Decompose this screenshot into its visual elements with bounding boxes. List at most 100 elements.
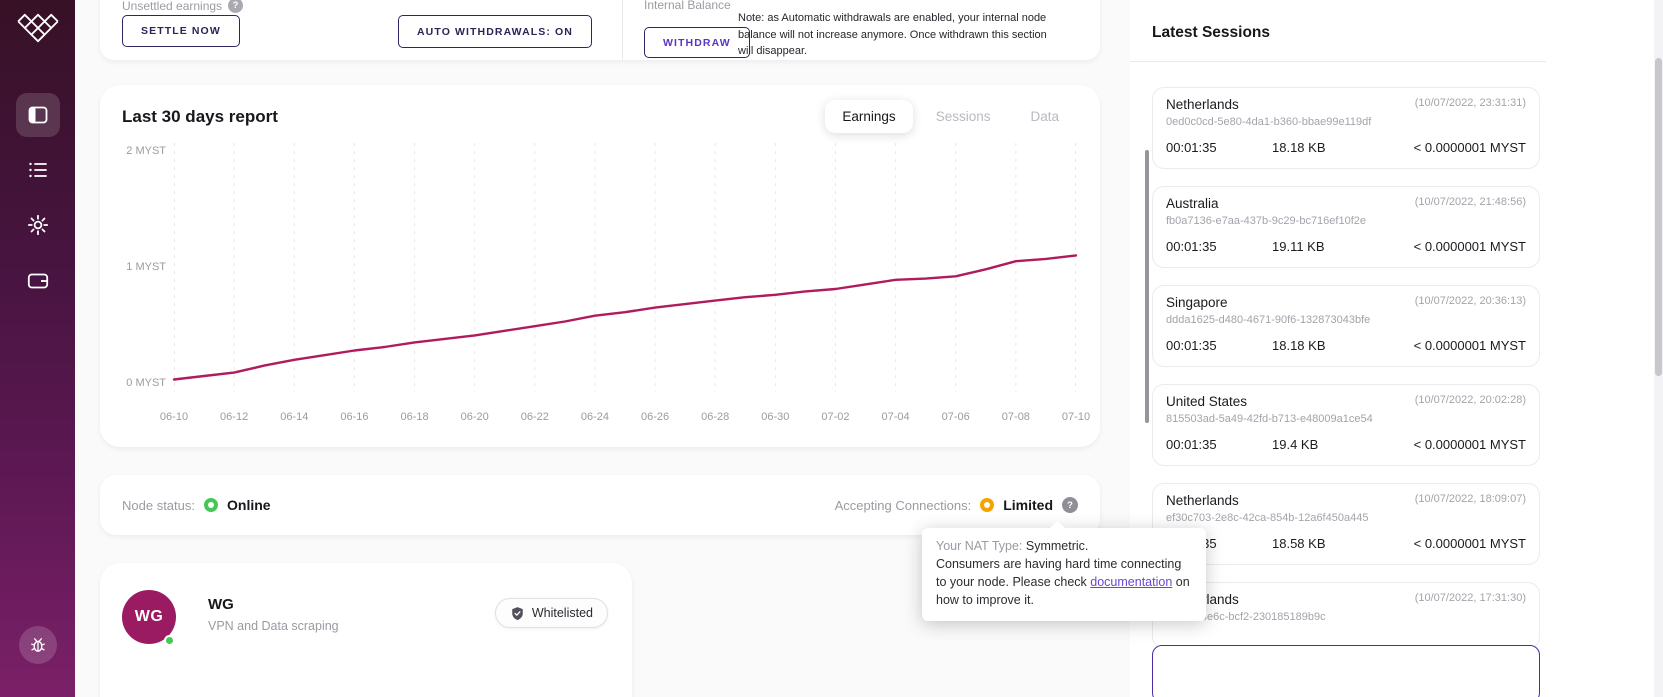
- x-tick-label: 06-12: [220, 411, 249, 423]
- sidebar-item-settings[interactable]: [26, 213, 50, 237]
- mysterium-logo[interactable]: [16, 12, 60, 44]
- sidebar: [0, 0, 75, 697]
- x-tick-label: 06-16: [340, 411, 369, 423]
- sessions-footer-button[interactable]: [1152, 645, 1540, 697]
- session-size: 19.4 KB: [1272, 437, 1319, 452]
- session-date: (10/07/2022, 20:02:28): [1414, 394, 1526, 406]
- session-country: Netherlands: [1166, 97, 1239, 112]
- session-country: Australia: [1166, 196, 1219, 211]
- session-size: 18.18 KB: [1272, 140, 1326, 155]
- session-id: fb0a7136-e7aa-437b-9c29-bc716ef10f2e: [1166, 215, 1366, 227]
- session-size: 19.11 KB: [1272, 239, 1325, 254]
- window-scrollbar-thumb[interactable]: [1655, 58, 1662, 376]
- session-country: Netherlands: [1166, 493, 1239, 508]
- chart-plot: [172, 143, 1078, 403]
- session-card[interactable]: Australia fb0a7136-e7aa-437b-9c29-bc716e…: [1152, 186, 1540, 268]
- sessions-list: Netherlands 0ed0c0cd-5e80-4da1-b360-bbae…: [1152, 87, 1540, 666]
- x-tick-label: 06-30: [761, 411, 790, 423]
- unsettled-earnings-text: Unsettled earnings: [122, 0, 223, 13]
- service-avatar-wrap: WG: [122, 590, 176, 646]
- session-card[interactable]: United States 815503ad-5a49-42fd-b713-e4…: [1152, 384, 1540, 466]
- x-tick-label: 06-26: [640, 411, 670, 423]
- auto-withdrawals-button[interactable]: AUTO WITHDRAWALS: ON: [398, 15, 592, 48]
- sidebar-item-sessions[interactable]: [26, 158, 50, 182]
- node-status-value: Online: [227, 497, 271, 513]
- whitelisted-badge: Whitelisted: [494, 598, 608, 628]
- tab-data[interactable]: Data: [1030, 109, 1059, 124]
- service-name: WG: [208, 596, 234, 613]
- session-card[interactable]: Singapore ddda1625-d480-4671-90f6-132873…: [1152, 285, 1540, 367]
- x-tick-label: 07-08: [1001, 411, 1030, 423]
- sidebar-item-bug-report[interactable]: [18, 626, 57, 664]
- nat-tooltip: Your NAT Type: Symmetric. Consumers are …: [922, 520, 1206, 621]
- report-card: Last 30 days report Earnings Sessions Da…: [100, 85, 1100, 447]
- shield-icon: [512, 606, 523, 620]
- main-scrollbar-thumb[interactable]: [1145, 150, 1149, 423]
- service-card: WG WG VPN and Data scraping Whitelisted: [100, 563, 632, 697]
- session-date: (10/07/2022, 21:48:56): [1414, 196, 1526, 208]
- x-tick-label: 07-04: [881, 411, 910, 423]
- session-size: 18.18 KB: [1272, 338, 1326, 353]
- session-date: (10/07/2022, 18:09:07): [1414, 493, 1526, 505]
- report-card-title: Last 30 days report: [122, 106, 278, 126]
- x-tick-label: 07-02: [821, 411, 850, 423]
- session-card[interactable]: Netherlands 0ed0c0cd-5e80-4da1-b360-bbae…: [1152, 87, 1540, 169]
- session-duration: 00:01:35: [1166, 338, 1217, 353]
- latest-sessions-panel: Latest Sessions Netherlands 0ed0c0cd-5e8…: [1130, 0, 1663, 697]
- x-tick-label: 07-10: [1061, 411, 1091, 423]
- accepting-connections-value: Limited: [1003, 497, 1053, 513]
- nat-help-icon[interactable]: ?: [1062, 497, 1078, 513]
- tab-earnings[interactable]: Earnings: [825, 100, 913, 133]
- node-status-card: Node status: Online Accepting Connection…: [100, 475, 1100, 535]
- bug-report-icon: [30, 638, 45, 652]
- session-price: < 0.0000001 MYST: [1413, 338, 1526, 353]
- dashboard-panel-icon: [28, 106, 47, 124]
- tab-sessions[interactable]: Sessions: [935, 109, 991, 124]
- settle-now-button[interactable]: SETTLE NOW: [122, 15, 240, 47]
- session-duration: 00:01:35: [1166, 239, 1217, 254]
- y-tick-label: 1 MYST: [126, 261, 166, 273]
- unsettled-help-icon[interactable]: ?: [228, 0, 244, 13]
- report-card-header: Last 30 days report Earnings Sessions Da…: [100, 85, 1100, 135]
- session-date: (10/07/2022, 23:31:31): [1414, 97, 1526, 109]
- online-status-dot: [204, 498, 218, 512]
- x-tick-label: 06-20: [460, 411, 489, 423]
- earnings-chart: 2 MYST 1 MYST 0 MYST: [122, 143, 1078, 403]
- earnings-bar-divider: [622, 0, 623, 60]
- earnings-line-chart: [172, 143, 1078, 392]
- chart-x-axis: 06-10 06-12 06-14 06-16 06-18 06-20 06-22 06-24…: [160, 405, 1090, 429]
- session-price: < 0.0000001 MYST: [1413, 437, 1526, 452]
- session-price: < 0.0000001 MYST: [1413, 140, 1526, 155]
- service-text: WG VPN and Data scraping: [208, 590, 339, 697]
- panel-divider: [1130, 61, 1546, 62]
- limited-status-dot: [980, 498, 995, 512]
- session-price: < 0.0000001 MYST: [1413, 536, 1526, 551]
- accepting-connections-label: Accepting Connections:: [834, 497, 972, 513]
- session-country: United States: [1166, 394, 1248, 409]
- latest-sessions-title: Latest Sessions: [1152, 24, 1271, 41]
- session-size: 18.58 KB: [1272, 536, 1326, 551]
- node-status-group: Node status: Online: [122, 497, 271, 513]
- nat-tooltip-body: Consumers are having hard time connectin…: [936, 555, 1192, 609]
- node-status-label: Node status:: [122, 497, 195, 513]
- y-tick-label: 2 MYST: [126, 145, 166, 157]
- withdraw-button[interactable]: WITHDRAW: [644, 27, 750, 58]
- auto-withdrawal-note: Note: as Automatic withdrawals are enabl…: [738, 12, 1047, 57]
- unsettled-earnings-label: Unsettled earnings ?: [122, 0, 244, 13]
- nat-type-label: Your NAT Type:: [936, 539, 1026, 553]
- session-date: (10/07/2022, 17:31:30): [1414, 592, 1526, 604]
- nat-type-value: Symmetric.: [1025, 539, 1089, 553]
- wallet-icon: [27, 273, 48, 289]
- session-card[interactable]: Netherlands b-f968-4e6c-bcf2-230185189b9…: [1152, 582, 1540, 649]
- documentation-link[interactable]: documentation: [1090, 575, 1173, 590]
- x-tick-label: 06-28: [701, 411, 730, 423]
- mysterium-logo-glyph: [17, 13, 58, 43]
- window-scrollbar-track[interactable]: [1654, 0, 1663, 697]
- session-card[interactable]: Netherlands ef30c703-2e8c-42ca-854b-12a6…: [1152, 483, 1540, 565]
- nat-body-2: on how to improve it.: [936, 575, 1190, 608]
- sidebar-item-wallet[interactable]: [26, 269, 50, 293]
- x-tick-label: 06-10: [159, 411, 189, 423]
- x-tick-label: 06-14: [280, 411, 309, 423]
- earnings-bar-card: Unsettled earnings ? SETTLE NOW AUTO WIT…: [100, 0, 1100, 60]
- sidebar-item-dashboard[interactable]: [15, 93, 60, 137]
